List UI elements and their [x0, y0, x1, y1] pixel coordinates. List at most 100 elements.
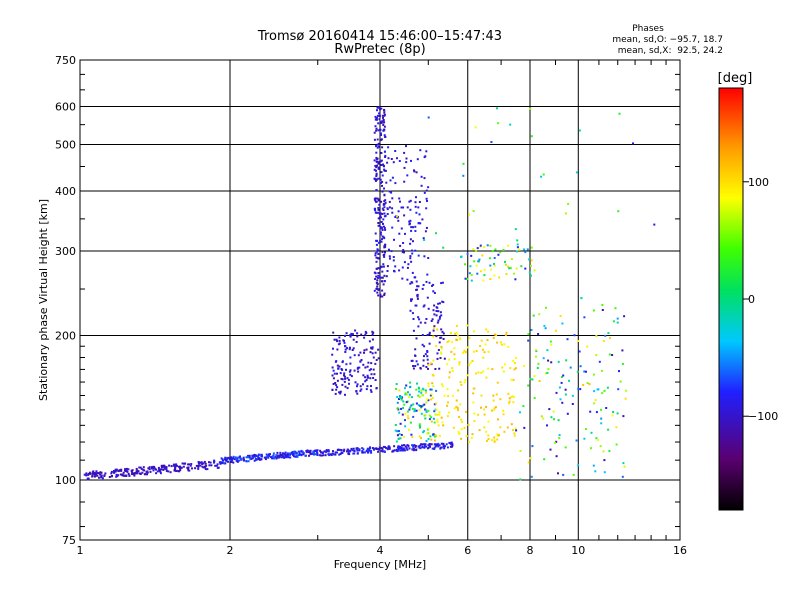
data-point — [468, 213, 471, 216]
data-points — [83, 106, 656, 481]
data-point — [172, 463, 175, 466]
data-point — [230, 461, 233, 463]
data-point — [380, 200, 383, 203]
data-point — [427, 432, 430, 435]
data-point — [404, 419, 406, 422]
data-point — [433, 410, 436, 413]
data-point — [138, 466, 141, 469]
data-point — [346, 448, 349, 451]
data-point — [346, 377, 349, 380]
data-point — [114, 470, 117, 473]
data-point — [377, 211, 380, 214]
x-tick-label: 4 — [377, 544, 384, 557]
data-point — [127, 468, 130, 471]
data-point — [514, 367, 517, 370]
data-point — [384, 150, 386, 153]
data-point — [418, 435, 421, 438]
data-point — [545, 306, 547, 309]
data-point — [370, 390, 373, 393]
data-point — [404, 445, 407, 448]
data-point — [447, 401, 449, 404]
data-point — [625, 389, 628, 392]
data-point — [135, 467, 138, 470]
data-point — [479, 345, 482, 347]
data-point — [451, 443, 454, 446]
data-point — [331, 353, 334, 356]
data-point — [375, 281, 378, 284]
data-point — [391, 207, 394, 210]
data-point — [472, 248, 475, 251]
data-point — [331, 389, 334, 391]
data-point — [281, 452, 284, 455]
data-point — [340, 449, 343, 451]
data-point — [382, 121, 385, 124]
data-point — [502, 370, 505, 373]
data-point — [375, 359, 378, 361]
data-point — [595, 437, 598, 440]
data-point — [540, 415, 543, 418]
data-point — [425, 440, 428, 442]
data-point — [405, 401, 408, 404]
data-point — [381, 120, 384, 123]
data-point — [485, 376, 488, 379]
data-point — [265, 456, 268, 459]
data-point — [440, 446, 443, 449]
data-point — [375, 275, 378, 278]
data-point — [449, 442, 452, 445]
data-point — [373, 138, 376, 141]
data-point — [118, 469, 121, 472]
data-point — [482, 370, 485, 373]
data-point — [202, 462, 205, 465]
data-point — [373, 159, 376, 162]
data-point — [370, 373, 373, 376]
data-point — [376, 197, 379, 200]
data-point — [438, 341, 441, 344]
data-point — [338, 391, 341, 394]
data-point — [392, 259, 395, 262]
data-point — [412, 240, 414, 243]
data-point — [420, 175, 423, 178]
data-point — [377, 208, 380, 211]
data-point — [466, 324, 469, 327]
data-point — [115, 473, 118, 476]
data-point — [423, 156, 426, 159]
data-point — [388, 190, 391, 193]
data-point — [97, 472, 100, 475]
data-point — [412, 415, 415, 418]
data-point — [390, 250, 393, 253]
data-point — [492, 394, 495, 397]
data-point — [435, 435, 438, 438]
data-point — [348, 348, 351, 351]
data-point — [291, 451, 294, 454]
data-point — [374, 278, 377, 280]
data-point — [472, 392, 475, 395]
data-point — [203, 460, 206, 463]
data-point — [381, 146, 384, 149]
data-point — [130, 470, 133, 473]
data-point — [467, 424, 470, 426]
data-point — [524, 267, 527, 270]
data-point — [348, 382, 350, 385]
data-point — [335, 360, 338, 363]
data-point — [243, 458, 245, 461]
data-point — [100, 471, 103, 474]
data-point — [403, 214, 406, 217]
data-point — [371, 330, 374, 333]
data-point — [409, 255, 412, 258]
data-point — [473, 330, 476, 333]
data-point — [560, 381, 563, 384]
data-point — [344, 375, 346, 378]
data-point — [380, 240, 383, 243]
data-point — [417, 404, 420, 407]
data-point — [377, 199, 380, 202]
data-point — [475, 264, 478, 267]
data-point — [295, 452, 298, 455]
data-point — [366, 374, 369, 377]
data-point — [167, 470, 170, 473]
data-point — [365, 379, 368, 381]
data-point — [485, 328, 488, 331]
data-point — [632, 142, 634, 145]
data-point — [568, 379, 570, 382]
data-point — [305, 450, 308, 452]
data-point — [103, 474, 106, 477]
